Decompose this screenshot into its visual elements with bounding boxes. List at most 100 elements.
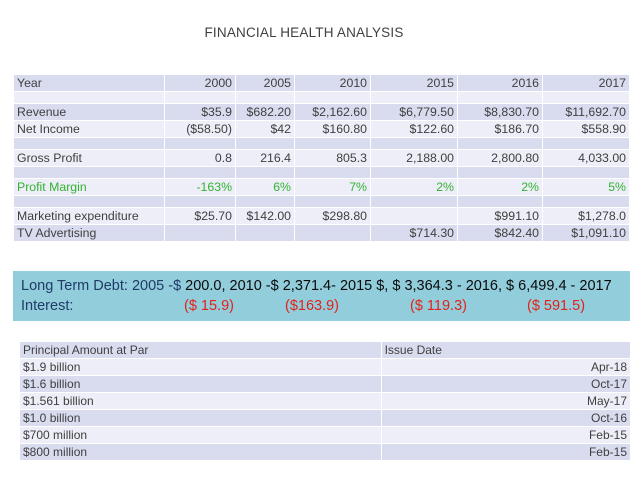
table-row: Gross Profit 0.8 216.4 805.3 2,188.00 2,800.8… <box>14 150 629 166</box>
table-header-row: Year 2000 2005 2010 2015 2016 2017 <box>14 75 629 91</box>
table-cell <box>543 138 629 149</box>
row-label <box>14 138 164 149</box>
table-cell: 2% <box>371 179 457 195</box>
table-cell: $142.00 <box>236 208 294 224</box>
table-cell <box>295 196 370 207</box>
principal-cell: Principal Amount at Par <box>20 342 381 358</box>
table-cell <box>165 92 235 103</box>
table-cell: 2010 <box>295 75 370 91</box>
table-cell: $160.80 <box>295 121 370 137</box>
table-cell <box>236 196 294 207</box>
row-label: Net Income <box>14 121 164 137</box>
table-cell: 2015 <box>371 75 457 91</box>
row-label <box>14 167 164 178</box>
table-cell: 2005 <box>236 75 294 91</box>
table-cell: 2,800.80 <box>458 150 542 166</box>
table-cell: $714.30 <box>371 225 457 241</box>
row-label: TV Advertising <box>14 225 164 241</box>
table-cell: 2016 <box>458 75 542 91</box>
table-cell <box>236 225 294 241</box>
principal-cell: $800 million <box>20 444 381 460</box>
table-cell <box>543 167 629 178</box>
table-cell <box>458 167 542 178</box>
principal-cell: $700 million <box>20 427 381 443</box>
principal-cell: $1.9 billion <box>20 359 381 375</box>
table-row <box>14 167 629 178</box>
row-label: Gross Profit <box>14 150 164 166</box>
issue-date-cell: Feb-15 <box>381 427 630 443</box>
table-cell <box>165 138 235 149</box>
table-cell: 2,188.00 <box>371 150 457 166</box>
long-term-debt-line: Long Term Debt: 2005 -$ 200.0, 2010 -$ 2… <box>21 278 612 294</box>
table-row <box>14 138 629 149</box>
table-row <box>14 92 629 103</box>
table-cell: $991.10 <box>458 208 542 224</box>
table-cell: 805.3 <box>295 150 370 166</box>
interest-value: ($ 15.9) <box>184 298 234 314</box>
bond-row: $700 million Feb-15 <box>20 427 630 443</box>
table-row: TV Advertising $714.30 $842.40 $1,091.10 <box>14 225 629 241</box>
table-row: Net Income ($58.50) $42 $160.80 $122.60 $186.… <box>14 121 629 137</box>
table-cell <box>236 92 294 103</box>
issue-date-cell: Oct-16 <box>381 410 630 426</box>
row-label <box>14 92 164 103</box>
table-cell: $558.90 <box>543 121 629 137</box>
table-row: Profit Margin -163% 6% 7% 2% 2% 5% <box>14 179 629 195</box>
table-cell: 2017 <box>543 75 629 91</box>
principal-cell: $1.6 billion <box>20 376 381 392</box>
table-row <box>14 196 629 207</box>
table-cell: $186.70 <box>458 121 542 137</box>
bond-row: $1.6 billion Oct-17 <box>20 376 630 392</box>
row-label: Revenue <box>14 104 164 120</box>
table-cell <box>543 196 629 207</box>
issue-date-cell: Feb-15 <box>381 444 630 460</box>
row-label: Profit Margin <box>14 179 164 195</box>
table-cell: $8,830.70 <box>458 104 542 120</box>
table-cell <box>458 92 542 103</box>
table-cell: $1,278.0 <box>543 208 629 224</box>
table-cell: $11,692.70 <box>543 104 629 120</box>
table-cell: $42 <box>236 121 294 137</box>
table-cell <box>165 196 235 207</box>
interest-value: ($ 119.3) <box>410 298 467 314</box>
interest-line: Interest: ($ 15.9) ($163.9) ($ 119.3) ($… <box>21 298 585 314</box>
debt-banner: Long Term Debt: 2005 -$ 200.0, 2010 -$ 2… <box>13 271 630 321</box>
table-cell <box>371 138 457 149</box>
table-cell: $842.40 <box>458 225 542 241</box>
interest-value: ($163.9) <box>285 298 340 314</box>
issue-date-cell: May-17 <box>381 393 630 409</box>
principal-cell: $1.561 billion <box>20 393 381 409</box>
table-cell <box>295 138 370 149</box>
interest-value: ($ 591.5) <box>527 298 586 314</box>
table-cell <box>236 138 294 149</box>
table-cell <box>236 167 294 178</box>
table-cell: $2,162.60 <box>295 104 370 120</box>
table-cell: 2000 <box>165 75 235 91</box>
bond-row: $1.0 billion Oct-16 <box>20 410 630 426</box>
page-title: FINANCIAL HEALTH ANALYSIS <box>204 25 404 40</box>
table-cell: 6% <box>236 179 294 195</box>
issue-date-cell: Apr-18 <box>381 359 630 375</box>
bonds-table: Principal Amount at Par Issue Date $1.9 bi… <box>19 341 631 461</box>
table-row: Marketing expenditure $25.70 $142.00 $298.8… <box>14 208 629 224</box>
bond-row: $1.561 billion May-17 <box>20 393 630 409</box>
table-cell: $35.9 <box>165 104 235 120</box>
table-cell <box>295 167 370 178</box>
financial-table: Year 2000 2005 2010 2015 2016 2017 Revenue $35.9… <box>13 74 630 242</box>
table-cell: $682.20 <box>236 104 294 120</box>
table-cell: 2% <box>458 179 542 195</box>
table-cell: $25.70 <box>165 208 235 224</box>
table-cell: $122.60 <box>371 121 457 137</box>
table-cell <box>295 225 370 241</box>
table-cell <box>295 92 370 103</box>
table-cell: 216.4 <box>236 150 294 166</box>
table-cell <box>371 196 457 207</box>
long-term-debt-values: 200.0, 2010 -$ 2,371.4- 2015 $, $ 3,364.… <box>185 278 612 294</box>
row-label <box>14 196 164 207</box>
table-cell: -163% <box>165 179 235 195</box>
row-label: Marketing expenditure <box>14 208 164 224</box>
table-cell <box>371 92 457 103</box>
table-cell: $1,091.10 <box>543 225 629 241</box>
table-cell <box>458 138 542 149</box>
row-label: Year <box>14 75 164 91</box>
